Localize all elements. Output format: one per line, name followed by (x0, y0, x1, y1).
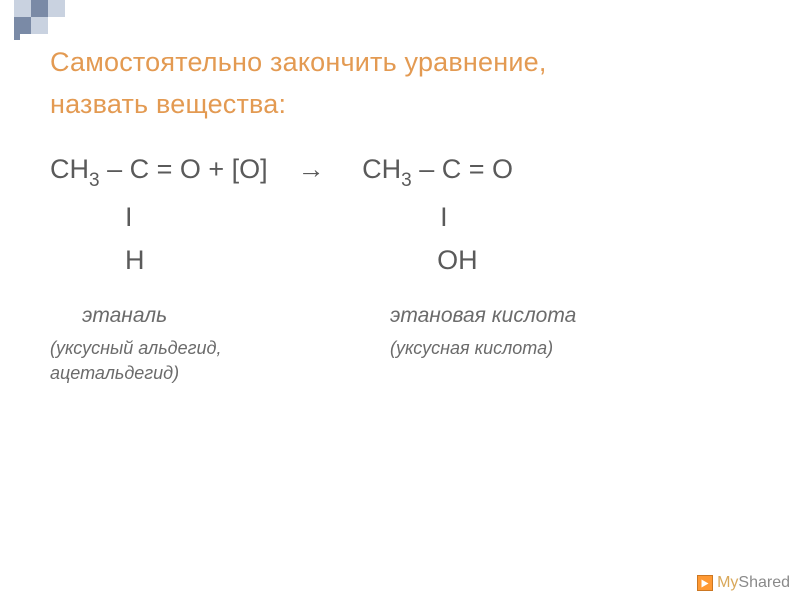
eq-text: СН (50, 154, 89, 184)
decor-square (31, 17, 48, 34)
decor-square (14, 17, 31, 34)
watermark-my: My (717, 574, 738, 591)
decor-square (48, 0, 65, 17)
slide: Самостоятельно закончить уравнение, назв… (0, 0, 800, 600)
left-compound-alt1: (уксусный альдегид, (50, 336, 390, 361)
eq-text: – С = О (412, 154, 513, 184)
slide-title-line2: назвать вещества: (50, 84, 760, 126)
compound-labels: этаналь (уксусный альдегид, ацетальдегид… (50, 304, 760, 386)
equation-row-3: Н ОН (50, 247, 760, 274)
watermark-text: MyShared (717, 574, 790, 592)
watermark-shared: Shared (738, 574, 790, 591)
decor-square (14, 34, 20, 40)
corner-decoration (14, 0, 72, 40)
decor-square (14, 0, 31, 17)
chemical-equation: СН3 – С = О + [О] → СН3 – С = О І І Н ОН (50, 156, 760, 274)
play-icon (702, 579, 709, 587)
left-compound-alt2: ацетальдегид) (50, 361, 390, 386)
left-compound: этаналь (уксусный альдегид, ацетальдегид… (50, 304, 390, 386)
equation-row-1: СН3 – С = О + [О] → СН3 – С = О (50, 156, 760, 188)
decor-square (31, 0, 48, 17)
equation-row-2: І І (50, 204, 760, 231)
eq-subscript: 3 (401, 170, 412, 191)
right-compound-name: этановая кислота (390, 304, 760, 328)
watermark-icon (697, 575, 713, 591)
eq-text: – С = О + [О] → СН (100, 154, 402, 184)
watermark: MyShared (697, 574, 790, 592)
right-compound-alt1: (уксусная кислота) (390, 336, 760, 361)
left-compound-name: этаналь (50, 304, 390, 328)
right-compound: этановая кислота (уксусная кислота) (390, 304, 760, 386)
eq-subscript: 3 (89, 170, 100, 191)
slide-content: Самостоятельно закончить уравнение, назв… (50, 42, 760, 386)
slide-title-line1: Самостоятельно закончить уравнение, (50, 42, 760, 84)
